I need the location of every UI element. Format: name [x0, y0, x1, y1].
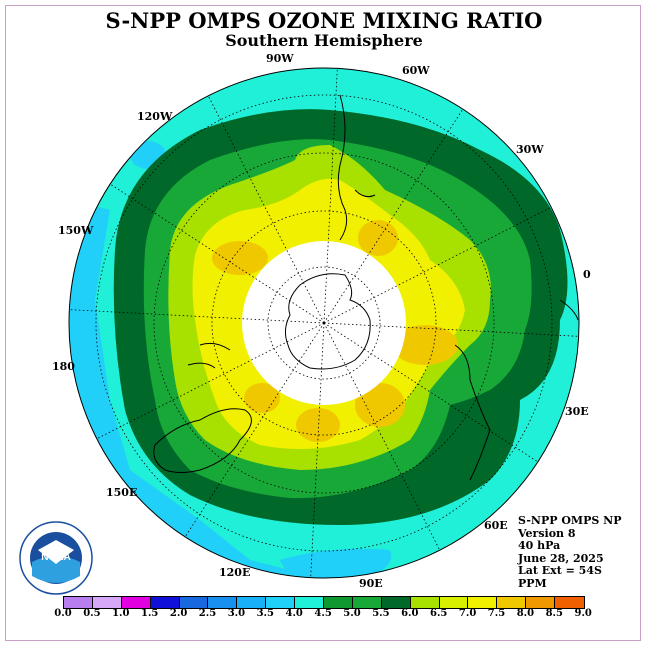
label-0: 0: [583, 268, 591, 281]
colorbar-tick-label: 6.0: [401, 608, 419, 619]
colorbar-swatch: [92, 597, 122, 608]
colorbar-swatch: [64, 597, 93, 608]
meridian-line: [184, 322, 325, 538]
colorbar-swatch: [266, 597, 296, 608]
south-pole-marker: [322, 321, 326, 325]
field-low-west: [70, 200, 330, 578]
colorbar-tick-label: 7.5: [487, 608, 506, 619]
meridian-line: [109, 183, 325, 324]
info-lat-extent: Lat Ext = 54S: [518, 564, 602, 577]
colorbar-tick-label: 4.0: [285, 608, 303, 619]
coast-australia: [153, 408, 252, 473]
info-version: Version 8: [518, 526, 576, 540]
colorbar-swatch: [237, 597, 267, 608]
meridian-line: [323, 322, 539, 463]
map-title: S-NPP OMPS OZONE MIXING RATIO: [105, 8, 543, 33]
label-180: 180: [52, 360, 75, 373]
coast-antarctica: [284, 273, 371, 370]
info-date: June 28, 2025: [518, 551, 604, 565]
label-60w: 60W: [402, 64, 430, 77]
colorbar-swatch: [179, 597, 209, 608]
meridian-line: [323, 322, 441, 551]
colorbar-tick-label: 5.5: [372, 608, 390, 619]
label-90e: 90E: [359, 577, 383, 590]
field-orange-1: [212, 241, 268, 275]
colorbar: [63, 596, 586, 609]
meridian-lines: [69, 68, 579, 578]
graticule: [69, 68, 579, 578]
meridian-line: [207, 95, 325, 324]
label-90w: 90W: [266, 52, 294, 65]
colorbar-swatch: [497, 597, 527, 608]
colorbar-tick-label: 8.5: [545, 608, 563, 619]
label-30w: 30W: [516, 143, 544, 156]
field-orange-3: [392, 325, 458, 365]
map-boundary: [68, 67, 580, 579]
colorbar-tick-label: 7.0: [458, 608, 477, 619]
latitude-circle: [153, 152, 495, 494]
coast-new-zealand: [187, 342, 231, 369]
meridian-line: [323, 68, 338, 324]
info-units: PPM: [518, 576, 547, 590]
latitude-circle: [211, 210, 437, 436]
meridian-line: [323, 322, 579, 337]
label-150e: 150E: [106, 486, 138, 499]
field-orange-2: [358, 220, 398, 256]
info-instrument: S-NPP OMPS NP: [518, 514, 622, 527]
label-150w: 150W: [58, 224, 94, 237]
meridian-line: [69, 309, 325, 324]
colorbar-swatch: [295, 597, 325, 608]
colorbar-tick-label: 2.5: [198, 608, 217, 619]
colorbar-tick-label: 0.0: [54, 608, 72, 619]
meridian-line: [323, 206, 552, 324]
colorbar-tick-label: 9.0: [574, 608, 592, 619]
meridian-line: [96, 322, 325, 440]
coastlines: [153, 94, 579, 481]
colorbar-swatch: [555, 597, 585, 608]
colorbar-swatch: [468, 597, 498, 608]
meridian-line: [323, 108, 464, 324]
colorbar-swatch: [208, 597, 238, 608]
noaa-logo: NOAA: [19, 521, 93, 595]
colorbar-tick-label: 3.5: [256, 608, 274, 619]
meridian-line: [310, 322, 325, 578]
colorbar-tick-label: 3.0: [227, 608, 246, 619]
label-120e: 120E: [219, 566, 251, 579]
latitude-circle: [267, 266, 381, 380]
label-120w: 120W: [137, 110, 173, 123]
field-orange-6: [244, 383, 280, 413]
colorbar-tick-label: 5.0: [343, 608, 361, 619]
colorbar-tick-label: 4.5: [314, 608, 332, 619]
logo-text: NOAA: [41, 552, 70, 563]
colorbar-swatch: [526, 597, 556, 608]
ozone-field: [69, 68, 579, 578]
coast-south-america: [337, 94, 376, 241]
colorbar-swatch: [324, 597, 353, 608]
colorbar-swatch: [410, 597, 440, 608]
colorbar-swatch: [439, 597, 469, 608]
colorbar-tick-label: 8.0: [516, 608, 535, 619]
label-30e: 30E: [565, 405, 589, 418]
info-pressure-level: 40 hPa: [518, 539, 561, 552]
map-subtitle: Southern Hemisphere: [225, 31, 423, 50]
colorbar-swatch: [121, 597, 151, 608]
label-60e: 60E: [484, 519, 508, 532]
colorbar-tick-label: 1.0: [112, 608, 130, 619]
info-block: S-NPP OMPS NP Version 8 40 hPa June 28, …: [518, 514, 622, 590]
latitude-circle: [95, 94, 553, 552]
coast-africa: [454, 299, 579, 481]
field-orange-4: [355, 383, 405, 427]
colorbar-tick-label: 1.5: [140, 608, 159, 619]
figure-frame: [5, 5, 641, 641]
field-orange-5: [296, 408, 340, 442]
colorbar-swatch: [381, 597, 411, 608]
colorbar-swatch: [150, 597, 180, 608]
colorbar-tick-label: 0.5: [83, 608, 101, 619]
colorbar-tick-label: 2.0: [169, 608, 188, 619]
colorbar-tick-label: 6.5: [429, 608, 448, 619]
colorbar-swatch: [352, 597, 382, 608]
